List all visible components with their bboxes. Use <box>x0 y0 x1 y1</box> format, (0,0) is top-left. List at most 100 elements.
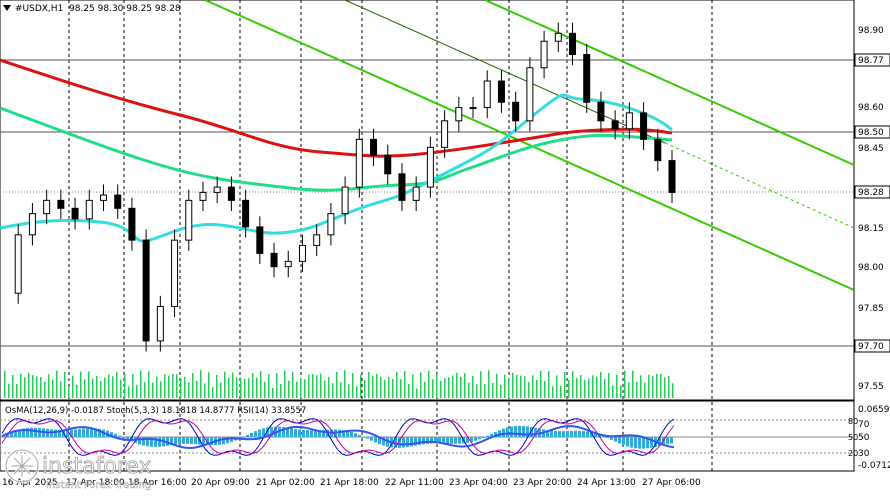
osma-bar <box>26 427 29 437</box>
candle-body[interactable] <box>668 160 676 193</box>
indicator-plot-area[interactable] <box>0 400 855 472</box>
candle-body[interactable] <box>85 199 93 220</box>
osma-bar <box>66 429 69 437</box>
candle-body[interactable] <box>43 199 51 215</box>
candle-body[interactable] <box>412 186 420 201</box>
volume-bar <box>112 376 114 398</box>
candle-body[interactable] <box>611 120 619 130</box>
osma-bar <box>98 428 101 437</box>
candle-body[interactable] <box>313 234 321 246</box>
candle-body[interactable] <box>597 101 605 122</box>
candle-body[interactable] <box>469 107 477 110</box>
volume-bar <box>260 371 262 398</box>
osma-bar <box>554 430 557 437</box>
osma-bar <box>434 437 437 444</box>
candle-body[interactable] <box>654 138 662 162</box>
volume-bar <box>548 371 550 398</box>
osma-bar <box>582 431 585 437</box>
candle-body[interactable] <box>156 305 164 342</box>
candle-body[interactable] <box>583 54 591 103</box>
volume-bar <box>440 380 442 398</box>
candle-body[interactable] <box>284 260 292 268</box>
candle-body[interactable] <box>341 186 349 215</box>
candle-body[interactable] <box>28 213 36 236</box>
time-axis[interactable]: 16 Apr 2025 17 Apr 18:00 18 Apr 16:00 20… <box>2 478 701 488</box>
osma-bar <box>298 429 301 437</box>
volume-bar <box>500 385 502 398</box>
candlestick-series[interactable] <box>14 22 676 352</box>
candle-body[interactable] <box>256 226 264 254</box>
candle-body[interactable] <box>227 186 235 201</box>
volume-bar <box>212 387 214 398</box>
candle-body[interactable] <box>569 32 577 56</box>
volume-bar <box>272 388 274 398</box>
candle-body[interactable] <box>142 239 150 342</box>
candle-body[interactable] <box>640 112 648 140</box>
volume-bar <box>124 373 126 398</box>
candle-body[interactable] <box>171 239 179 307</box>
volume-bar <box>184 376 186 398</box>
osma-bar <box>18 429 21 437</box>
osma-bar <box>558 431 561 437</box>
candle-body[interactable] <box>71 207 79 220</box>
candle-body[interactable] <box>199 191 207 201</box>
candle-body[interactable] <box>426 146 434 188</box>
osma-bar <box>110 432 113 437</box>
volume-bar <box>108 374 110 398</box>
candle-body[interactable] <box>14 234 22 294</box>
candle-body[interactable] <box>185 199 193 241</box>
volume-bar <box>536 380 538 398</box>
candle-body[interactable] <box>441 120 449 148</box>
volume-bar <box>228 377 230 398</box>
candle-body[interactable] <box>213 186 221 193</box>
volume-bar <box>376 373 378 398</box>
triangle-down-icon[interactable] <box>3 5 11 11</box>
osma-bar <box>146 437 149 447</box>
time-label: 16 Apr 2025 <box>2 478 58 488</box>
osma-bar <box>426 437 429 444</box>
candle-body[interactable] <box>497 80 505 103</box>
candle-body[interactable] <box>99 194 107 201</box>
ema-green-line[interactable] <box>0 106 673 192</box>
stoch-level-label: 50 <box>848 433 858 442</box>
candle-body[interactable] <box>625 112 633 130</box>
candle-body[interactable] <box>483 80 491 109</box>
candle-body[interactable] <box>114 194 122 209</box>
volume-bar <box>460 376 462 398</box>
candle-body[interactable] <box>128 207 136 241</box>
volume-bar <box>204 383 206 398</box>
price-tick: 98.45 <box>858 144 884 154</box>
channel-mid-line[interactable] <box>344 0 666 144</box>
price-axis[interactable]: 98.90 98.60 98.45 98.15 98.00 97.85 97.5… <box>848 26 890 471</box>
ema-red-line[interactable] <box>0 58 673 158</box>
osma-bar <box>246 434 249 437</box>
candle-body[interactable] <box>512 101 520 122</box>
osma-bar <box>166 437 169 446</box>
volume-bar <box>360 374 362 398</box>
candle-body[interactable] <box>355 138 363 188</box>
candle-body[interactable] <box>526 67 534 122</box>
osma-bar <box>318 430 321 437</box>
candle-body[interactable] <box>57 199 65 209</box>
candle-body[interactable] <box>455 107 463 122</box>
candle-body[interactable] <box>398 173 406 201</box>
candle-body[interactable] <box>554 32 562 42</box>
candle-body[interactable] <box>270 252 278 268</box>
time-label: 21 Apr 18:00 <box>320 478 379 488</box>
osma-bar <box>510 426 513 437</box>
volume-bar <box>48 374 50 398</box>
candle-body[interactable] <box>540 40 548 69</box>
volume-bar <box>656 373 658 398</box>
volume-bar <box>180 378 182 398</box>
candle-body[interactable] <box>327 213 335 236</box>
candle-body[interactable] <box>298 244 306 262</box>
osma-bar <box>634 437 637 449</box>
trend-channel[interactable] <box>204 0 855 291</box>
candle-body[interactable] <box>370 138 378 156</box>
candle-body[interactable] <box>242 199 250 228</box>
ema-cyan-line[interactable] <box>0 93 673 243</box>
candle-body[interactable] <box>384 154 392 175</box>
volume-bar <box>616 374 618 398</box>
